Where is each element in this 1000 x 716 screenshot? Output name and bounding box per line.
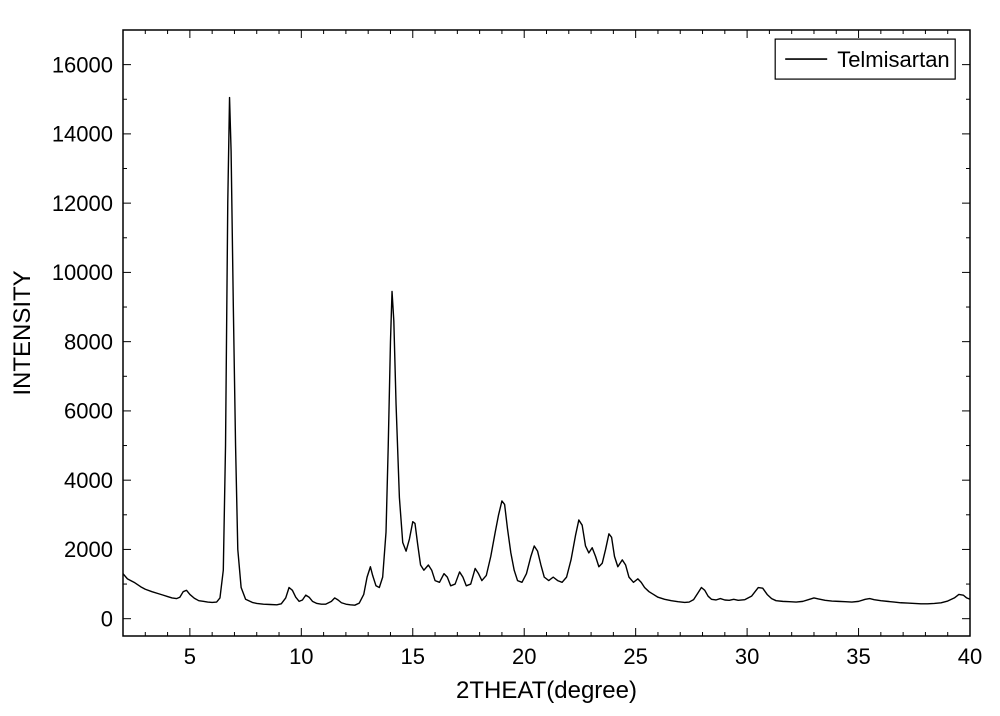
x-tick-label: 40	[958, 644, 982, 669]
y-tick-label: 2000	[64, 537, 113, 562]
y-tick-label: 6000	[64, 399, 113, 424]
x-tick-label: 25	[623, 644, 647, 669]
chart-bg	[0, 0, 1000, 716]
y-tick-label: 12000	[52, 191, 113, 216]
x-tick-label: 15	[401, 644, 425, 669]
y-tick-label: 4000	[64, 468, 113, 493]
x-tick-label: 5	[184, 644, 196, 669]
xrd-chart: 5 10 15 20 25 30 35 40 2THEAT(degree) 0 2000 4000 60…	[0, 0, 1000, 716]
y-tick-label: 10000	[52, 260, 113, 285]
y-axis-label: INTENSITY	[9, 270, 36, 395]
chart-svg: 5 10 15 20 25 30 35 40 2THEAT(degree) 0 2000 4000 60…	[0, 0, 1000, 716]
y-tick-label: 14000	[52, 122, 113, 147]
x-tick-label: 30	[735, 644, 759, 669]
y-tick-label: 0	[101, 606, 113, 631]
legend-label: Telmisartan	[837, 47, 949, 72]
y-tick-label: 8000	[64, 329, 113, 354]
x-axis-label: 2THEAT(degree)	[456, 677, 637, 704]
x-tick-label: 10	[289, 644, 313, 669]
x-tick-label: 35	[846, 644, 870, 669]
x-tick-label: 20	[512, 644, 536, 669]
y-tick-label: 16000	[52, 52, 113, 77]
